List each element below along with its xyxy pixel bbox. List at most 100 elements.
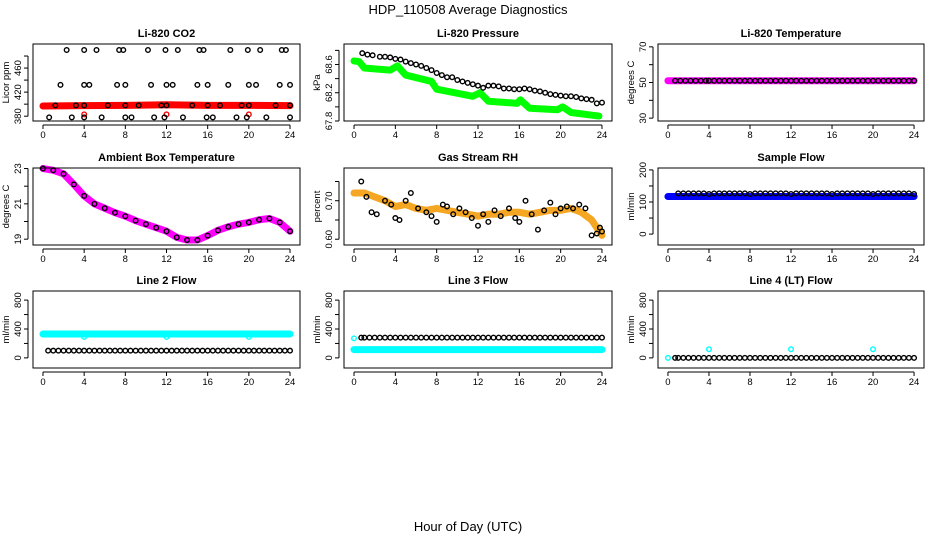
data-point bbox=[52, 102, 59, 109]
data-point bbox=[485, 82, 492, 89]
data-point bbox=[459, 334, 466, 341]
data-point bbox=[475, 82, 482, 89]
data-point bbox=[547, 91, 554, 98]
data-point bbox=[287, 102, 294, 109]
data-point bbox=[358, 178, 365, 185]
data-point bbox=[163, 102, 170, 109]
data-point bbox=[209, 347, 216, 354]
y-tick-label: 23 bbox=[13, 163, 24, 174]
data-point bbox=[793, 354, 800, 361]
data-point bbox=[373, 211, 380, 218]
data-point bbox=[557, 334, 564, 341]
data-point bbox=[522, 197, 529, 204]
data-point bbox=[112, 209, 119, 216]
x-tick-label: 0 bbox=[40, 377, 45, 388]
data-point bbox=[505, 85, 512, 92]
y-tick-label: 400 bbox=[638, 321, 649, 337]
data-point bbox=[132, 347, 139, 354]
data-point bbox=[287, 114, 294, 121]
x-tick-label: 12 bbox=[786, 377, 797, 388]
panel-4: Ambient Box Temperature 0 4 8 12 16 20 24 19 21 23… bbox=[1, 152, 301, 265]
data-point bbox=[70, 181, 77, 188]
data-point bbox=[194, 237, 201, 244]
data-point bbox=[480, 211, 487, 218]
data-point bbox=[402, 197, 409, 204]
data-point bbox=[900, 354, 907, 361]
data-point bbox=[680, 354, 687, 361]
data-point bbox=[91, 347, 98, 354]
data-point bbox=[582, 205, 589, 212]
data-point bbox=[382, 334, 389, 341]
data-point bbox=[803, 354, 810, 361]
data-point bbox=[376, 334, 383, 341]
data-point bbox=[567, 334, 574, 341]
data-point bbox=[55, 347, 62, 354]
data-point bbox=[716, 354, 723, 361]
data-point bbox=[444, 74, 451, 81]
data-point bbox=[45, 347, 52, 354]
panel-title: Line 4 (LT) Flow bbox=[750, 275, 833, 287]
data-point bbox=[462, 209, 469, 216]
data-point bbox=[450, 211, 457, 218]
panel-2: Li-820 Pressure 0 4 8 12 16 20 24 67.8 68.2 68.6kP… bbox=[312, 28, 613, 141]
data-point bbox=[358, 334, 365, 341]
data-point bbox=[178, 347, 185, 354]
y-axis: 0 100 200 ml/min bbox=[626, 162, 654, 237]
data-point bbox=[163, 347, 170, 354]
data-point bbox=[65, 347, 72, 354]
data-point bbox=[120, 47, 127, 54]
data-point bbox=[230, 347, 237, 354]
y-tick-label: 67.8 bbox=[324, 112, 335, 131]
data-point bbox=[598, 228, 605, 235]
data-point bbox=[911, 190, 918, 197]
data-point bbox=[162, 47, 169, 54]
x-tick-label: 24 bbox=[909, 254, 920, 265]
data-point bbox=[235, 347, 242, 354]
data-point bbox=[485, 218, 492, 225]
data-point bbox=[573, 334, 580, 341]
y-tick-label: 0 bbox=[638, 355, 649, 360]
data-point bbox=[746, 354, 753, 361]
data-point bbox=[189, 102, 196, 109]
data-point bbox=[500, 85, 507, 92]
data-point bbox=[531, 334, 538, 341]
data-point bbox=[81, 111, 88, 118]
data-point bbox=[72, 102, 79, 109]
y-tick-label: 0.60 bbox=[324, 230, 335, 249]
data-point bbox=[243, 114, 250, 121]
data-point bbox=[512, 215, 519, 222]
data-point bbox=[813, 354, 820, 361]
y-axis-label: ml/min bbox=[1, 316, 12, 344]
data-point bbox=[541, 207, 548, 214]
plot-frame bbox=[657, 167, 925, 246]
x-tick-label: 16 bbox=[514, 254, 525, 265]
data-point bbox=[127, 347, 134, 354]
data-point bbox=[767, 354, 774, 361]
data-point bbox=[153, 224, 160, 231]
data-point bbox=[895, 354, 902, 361]
x-tick-label: 4 bbox=[393, 377, 398, 388]
data-point bbox=[844, 354, 851, 361]
data-point bbox=[382, 197, 389, 204]
x-tick-label: 12 bbox=[161, 130, 172, 141]
x-tick-label: 24 bbox=[285, 377, 296, 388]
x-tick-label: 20 bbox=[244, 130, 255, 141]
x-tick-label: 4 bbox=[82, 130, 87, 141]
figure-title: HDP_110508 Average Diagnostics bbox=[369, 2, 568, 17]
data-point bbox=[567, 93, 574, 100]
data-point bbox=[570, 205, 577, 212]
x-tick-label: 16 bbox=[202, 377, 213, 388]
data-point bbox=[870, 354, 877, 361]
data-point bbox=[700, 354, 707, 361]
data-point bbox=[204, 232, 211, 239]
y-tick-label: 400 bbox=[324, 321, 335, 337]
x-tick-label: 12 bbox=[786, 130, 797, 141]
data-point bbox=[106, 347, 113, 354]
data-point bbox=[911, 77, 918, 84]
y-tick-label: 380 bbox=[13, 108, 24, 124]
data-point bbox=[209, 114, 216, 121]
data-point bbox=[798, 354, 805, 361]
x-tick-label: 0 bbox=[351, 130, 356, 141]
y-tick-label: 0 bbox=[13, 355, 24, 360]
